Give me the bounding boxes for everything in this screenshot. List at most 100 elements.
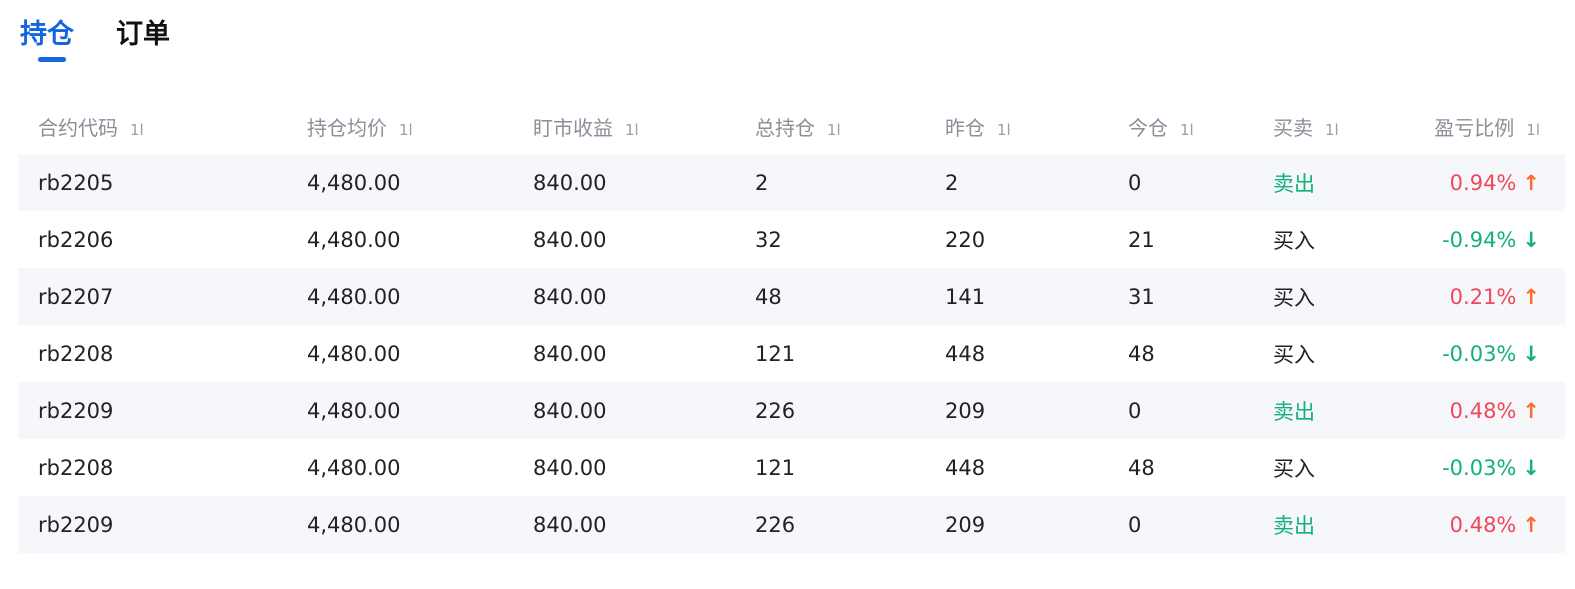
pnl-ratio-cell: 0.21% ↑ xyxy=(1450,285,1540,309)
pnl-ratio: -0.03% xyxy=(1442,455,1517,480)
table-cell: 48 xyxy=(755,284,782,309)
table-cell: 141 xyxy=(945,284,986,309)
sort-icon[interactable]: 1l xyxy=(130,120,144,139)
table-cell: 121 xyxy=(755,455,796,480)
table-cell: rb2209 xyxy=(38,512,114,537)
pnl-ratio: -0.03% xyxy=(1442,341,1517,366)
column-label: 盯市收益 xyxy=(533,115,613,140)
column-label: 持仓均价 xyxy=(307,115,387,140)
arrow-down-icon: ↓ xyxy=(1522,341,1540,366)
pnl-ratio: -0.94% xyxy=(1442,227,1517,252)
table-cell: 840.00 xyxy=(533,455,607,480)
table-row[interactable]: rb2209 4,480.00 840.00 226 209 0 卖出 0.48% ↑ xyxy=(18,496,1565,553)
pnl-ratio-cell: 0.48% ↑ xyxy=(1450,513,1540,537)
column-header[interactable]: 总持仓 1l xyxy=(755,112,841,141)
table-cell: 0 xyxy=(1128,170,1142,195)
table-cell: 4,480.00 xyxy=(307,398,401,423)
table-row[interactable]: rb2207 4,480.00 840.00 48 141 31 买入 0.21% ↑ xyxy=(18,268,1565,325)
arrow-up-icon: ↑ xyxy=(1522,398,1540,423)
pnl-ratio: 0.21% xyxy=(1449,284,1517,309)
sort-icon[interactable]: 1l xyxy=(1325,120,1339,139)
table-cell: 220 xyxy=(945,227,986,252)
table-cell: 0 xyxy=(1128,398,1142,423)
table-cell: 4,480.00 xyxy=(307,455,401,480)
table-cell: 226 xyxy=(755,512,796,537)
side-cell: 买入 xyxy=(1273,228,1315,253)
side-cell: 买入 xyxy=(1273,285,1315,310)
column-header[interactable]: 盈亏比例 1l xyxy=(1434,112,1540,141)
side-cell: 卖出 xyxy=(1273,399,1315,424)
column-header[interactable]: 昨仓 1l xyxy=(945,112,1011,141)
arrow-down-icon: ↓ xyxy=(1522,227,1540,252)
pnl-ratio: 0.94% xyxy=(1449,170,1517,195)
table-cell: 32 xyxy=(755,227,782,252)
table-cell: rb2208 xyxy=(38,455,114,480)
pnl-ratio-cell: -0.03% ↓ xyxy=(1442,456,1540,480)
table-cell: rb2207 xyxy=(38,284,114,309)
table-cell: 840.00 xyxy=(533,227,607,252)
column-label: 今仓 xyxy=(1128,115,1168,140)
table-row[interactable]: rb2206 4,480.00 840.00 32 220 21 买入 -0.94% ↓ xyxy=(18,211,1565,268)
table-header: 合约代码 1l 持仓均价 1l 盯市收益 1l 总持仓 1l 昨仓 1l 今仓 1l 买卖 1l 盈亏比例 1… xyxy=(18,98,1565,154)
sort-icon[interactable]: 1l xyxy=(399,120,413,139)
sort-icon[interactable]: 1l xyxy=(827,120,841,139)
column-label: 买卖 xyxy=(1273,115,1313,140)
pnl-ratio: 0.48% xyxy=(1449,512,1517,537)
table-cell: 209 xyxy=(945,512,986,537)
table-cell: 840.00 xyxy=(533,398,607,423)
sort-icon[interactable]: 1l xyxy=(1526,120,1540,139)
table-cell: 840.00 xyxy=(533,512,607,537)
table-cell: 121 xyxy=(755,341,796,366)
table-cell: 840.00 xyxy=(533,284,607,309)
arrow-up-icon: ↑ xyxy=(1522,284,1540,309)
column-header[interactable]: 合约代码 1l xyxy=(38,112,144,141)
table-cell: rb2208 xyxy=(38,341,114,366)
table-cell: 31 xyxy=(1128,284,1155,309)
table-cell: 4,480.00 xyxy=(307,341,401,366)
column-header[interactable]: 盯市收益 1l xyxy=(533,112,639,141)
table-cell: 840.00 xyxy=(533,341,607,366)
positions-table: 合约代码 1l 持仓均价 1l 盯市收益 1l 总持仓 1l 昨仓 1l 今仓 1l 买卖 1l 盈亏比例 1… xyxy=(18,98,1565,553)
table-cell: 226 xyxy=(755,398,796,423)
column-label: 昨仓 xyxy=(945,115,985,140)
table-cell: 448 xyxy=(945,341,986,366)
table-cell: 48 xyxy=(1128,341,1155,366)
sort-icon[interactable]: 1l xyxy=(997,120,1011,139)
pnl-ratio-cell: 0.48% ↑ xyxy=(1450,399,1540,423)
table-row[interactable]: rb2208 4,480.00 840.00 121 448 48 买入 -0.03% ↓ xyxy=(18,439,1565,496)
tab-bar: 持仓 订单 xyxy=(20,12,170,62)
pnl-ratio-cell: 0.94% ↑ xyxy=(1450,171,1540,195)
pnl-ratio-cell: -0.94% ↓ xyxy=(1442,228,1540,252)
pnl-ratio: 0.48% xyxy=(1449,398,1517,423)
table-cell: 0 xyxy=(1128,512,1142,537)
column-header[interactable]: 持仓均价 1l xyxy=(307,112,413,141)
pnl-ratio-cell: -0.03% ↓ xyxy=(1442,342,1540,366)
table-cell: 2 xyxy=(755,170,769,195)
table-cell: 4,480.00 xyxy=(307,284,401,309)
table-row[interactable]: rb2205 4,480.00 840.00 2 2 0 卖出 0.94% ↑ xyxy=(18,154,1565,211)
sort-icon[interactable]: 1l xyxy=(625,120,639,139)
column-label: 盈亏比例 xyxy=(1434,115,1515,140)
table-cell: 48 xyxy=(1128,455,1155,480)
tab-positions[interactable]: 持仓 xyxy=(20,12,74,62)
table-cell: 840.00 xyxy=(533,170,607,195)
table-cell: 4,480.00 xyxy=(307,512,401,537)
table-cell: rb2206 xyxy=(38,227,114,252)
column-label: 总持仓 xyxy=(755,115,815,140)
side-cell: 买入 xyxy=(1273,456,1315,481)
table-cell: rb2209 xyxy=(38,398,114,423)
table-cell: 21 xyxy=(1128,227,1155,252)
table-row[interactable]: rb2208 4,480.00 840.00 121 448 48 买入 -0.03% ↓ xyxy=(18,325,1565,382)
sort-icon[interactable]: 1l xyxy=(1180,120,1194,139)
arrow-up-icon: ↑ xyxy=(1522,512,1540,537)
table-row[interactable]: rb2209 4,480.00 840.00 226 209 0 卖出 0.48% ↑ xyxy=(18,382,1565,439)
table-cell: 4,480.00 xyxy=(307,227,401,252)
side-cell: 卖出 xyxy=(1273,171,1315,196)
column-header[interactable]: 今仓 1l xyxy=(1128,112,1194,141)
table-cell: 4,480.00 xyxy=(307,170,401,195)
arrow-up-icon: ↑ xyxy=(1522,170,1540,195)
column-label: 合约代码 xyxy=(38,115,118,140)
tab-orders[interactable]: 订单 xyxy=(116,19,170,50)
table-cell: 448 xyxy=(945,455,986,480)
column-header[interactable]: 买卖 1l xyxy=(1273,112,1339,141)
